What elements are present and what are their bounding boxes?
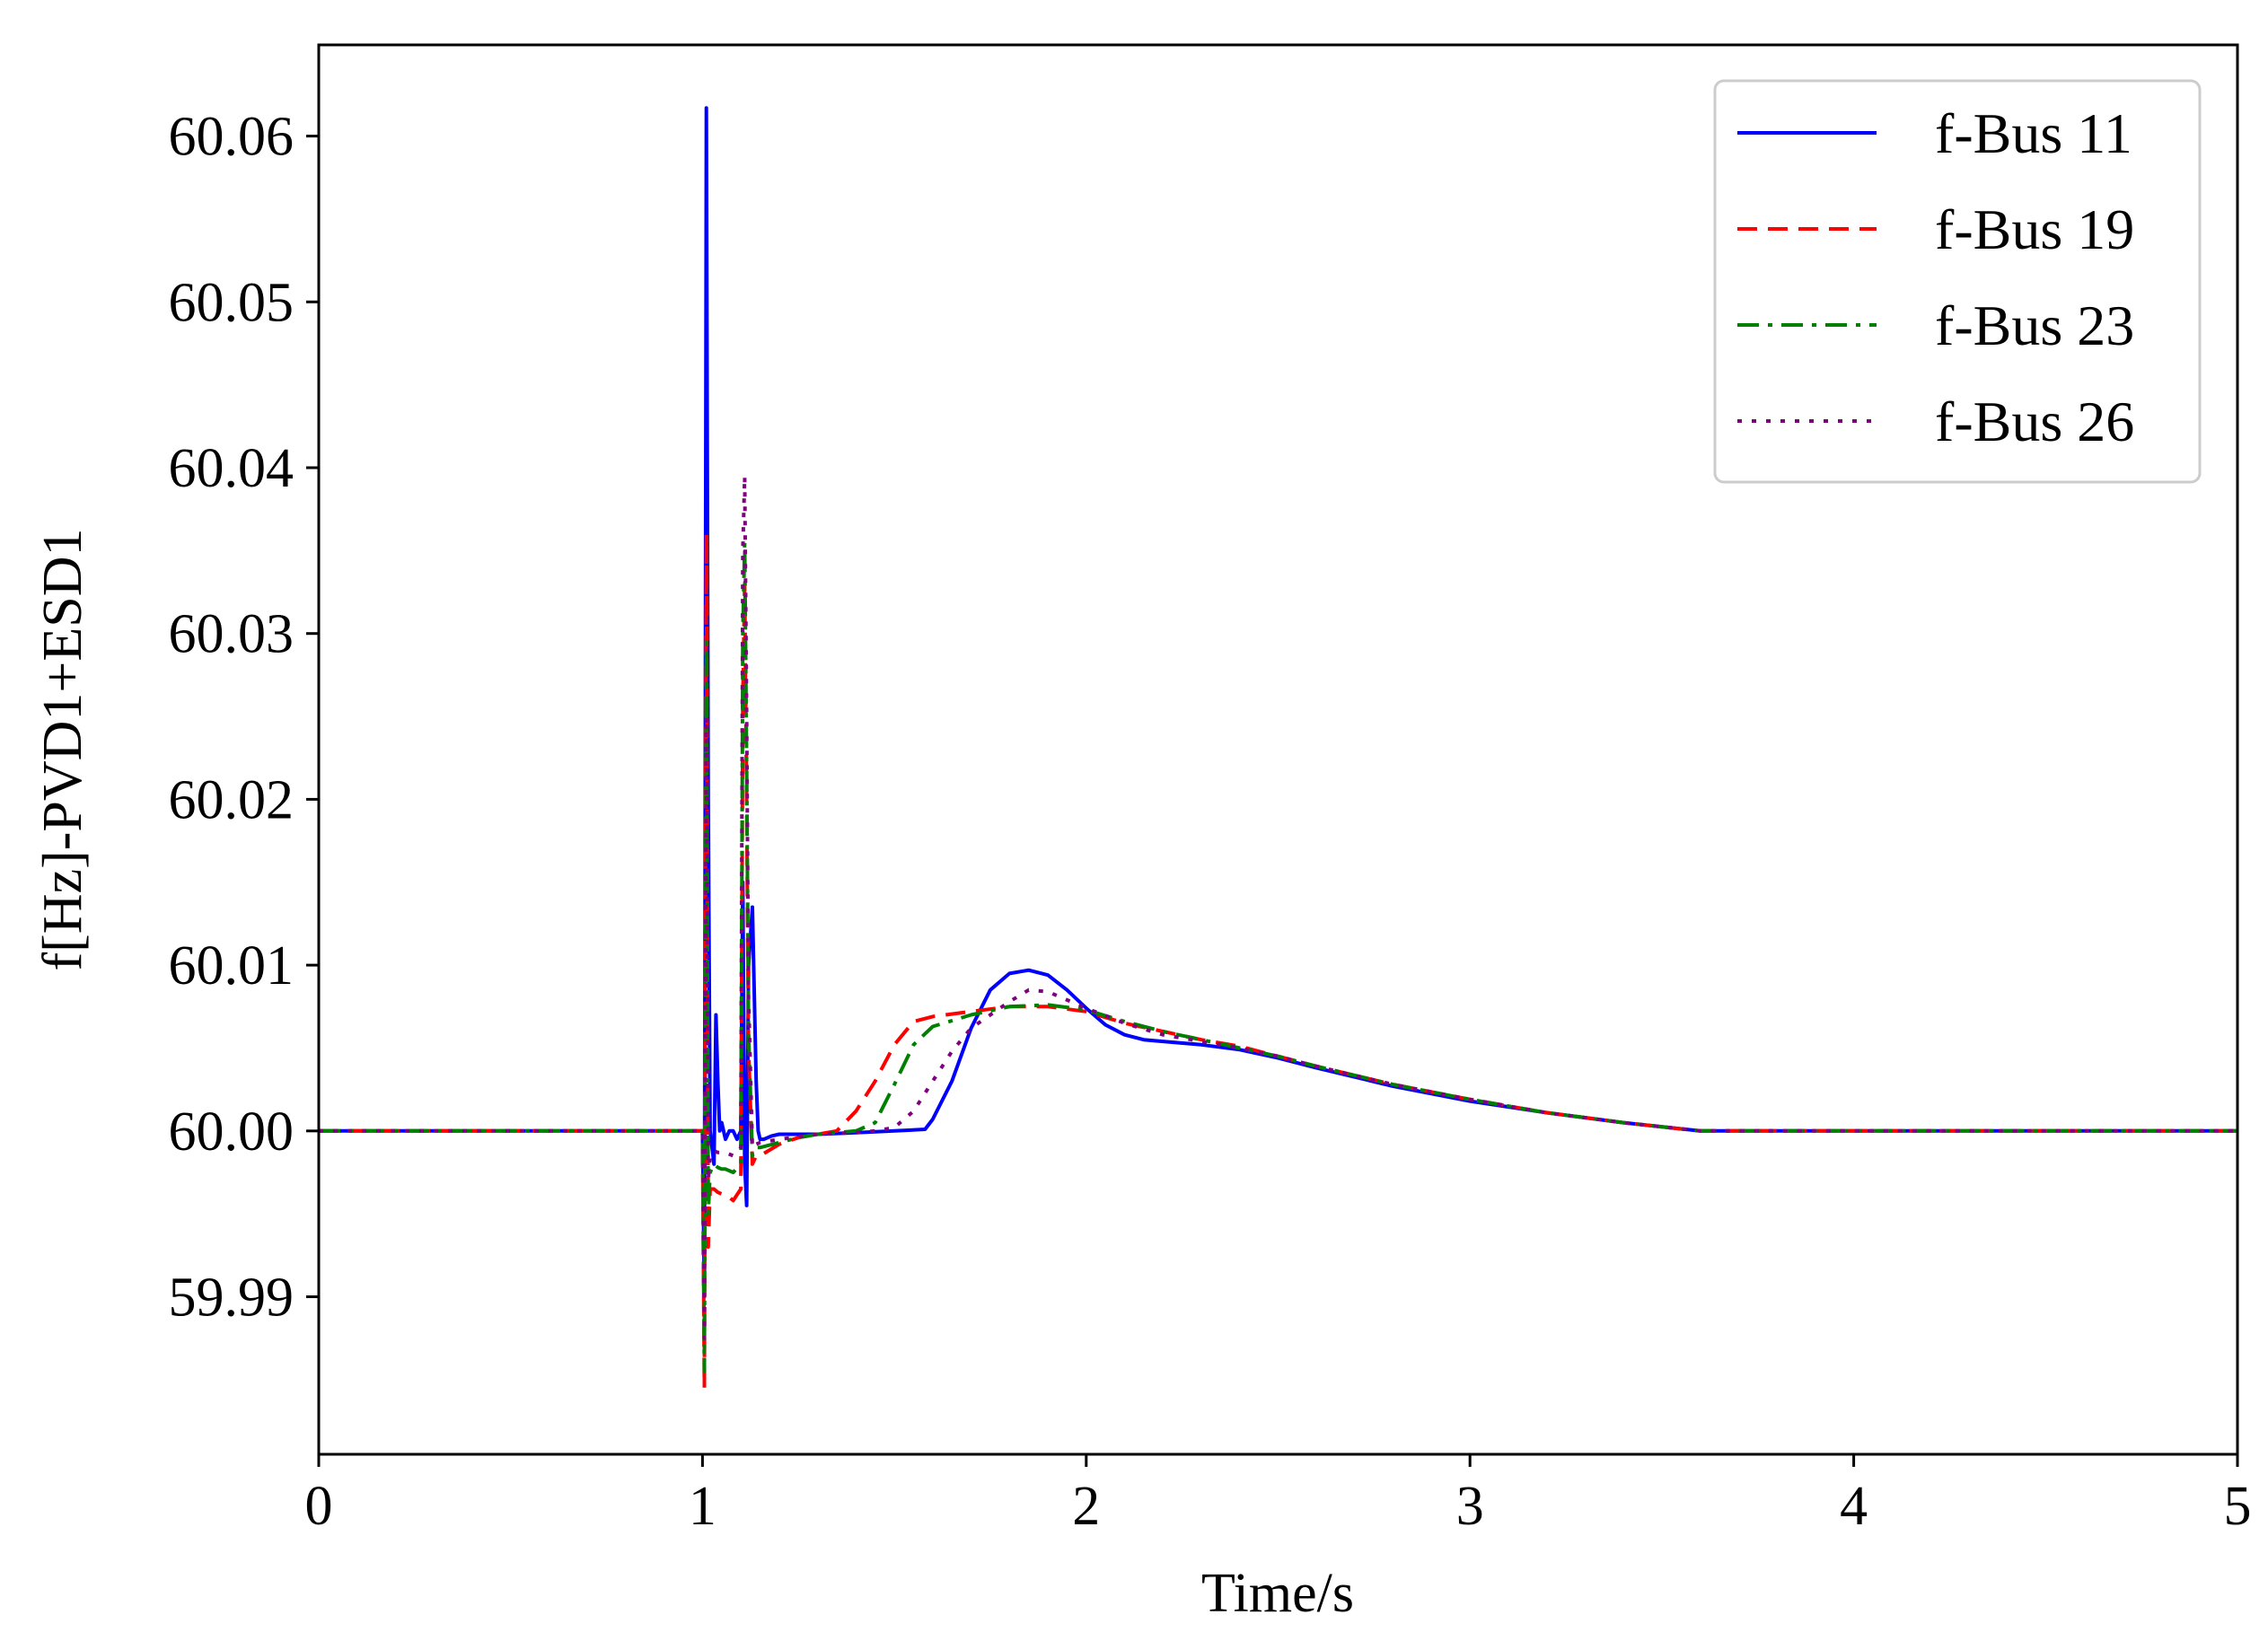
- y-tick-label: 59.99: [169, 1268, 294, 1329]
- legend-box: [1713, 79, 2202, 484]
- x-tick-label: 3: [1456, 1476, 1484, 1537]
- legend-label: f-Bus 26: [1935, 390, 2134, 453]
- plot-frame: [317, 43, 2239, 1456]
- legend: f-Bus 11 f-Bus 19 f-Bus 23 f-Bus 26: [1713, 79, 2202, 484]
- legend-label: f-Bus 23: [1935, 294, 2134, 357]
- y-tick-label: 60.06: [169, 107, 294, 168]
- x-axis-title: Time/s: [1201, 1563, 1354, 1624]
- legend-label: f-Bus 11: [1935, 101, 2132, 165]
- x-tick-label: 4: [1840, 1476, 1868, 1537]
- series-layer: [319, 106, 2237, 1391]
- x-tick-label: 1: [689, 1476, 716, 1537]
- legend-entries: f-Bus 11 f-Bus 19 f-Bus 23 f-Bus 26: [1737, 101, 2134, 453]
- y-tick-label: 60.02: [169, 769, 294, 830]
- legend-label: f-Bus 19: [1935, 197, 2134, 261]
- x-tick-label: 5: [2224, 1476, 2252, 1537]
- y-tick-label: 60.04: [169, 438, 294, 499]
- y-axis: 59.99 60.00 60.01 60.02 60.03 60.04 60.05 60.06: [169, 107, 319, 1329]
- series-line-f-bus-26: [319, 474, 2237, 1340]
- y-tick-label: 60.00: [169, 1101, 294, 1163]
- y-axis-title: f[Hz]-PVD1+ESD1: [32, 528, 93, 970]
- series-line-f-bus-23: [319, 540, 2237, 1373]
- x-tick-label: 2: [1072, 1476, 1100, 1537]
- y-tick-label: 60.01: [169, 935, 294, 996]
- series-line-f-bus-19: [319, 531, 2237, 1391]
- x-axis: 0 1 2 3 4 5: [305, 1454, 2252, 1537]
- y-tick-label: 60.03: [169, 604, 294, 665]
- x-tick-label: 0: [305, 1476, 333, 1537]
- y-tick-label: 60.05: [169, 272, 294, 333]
